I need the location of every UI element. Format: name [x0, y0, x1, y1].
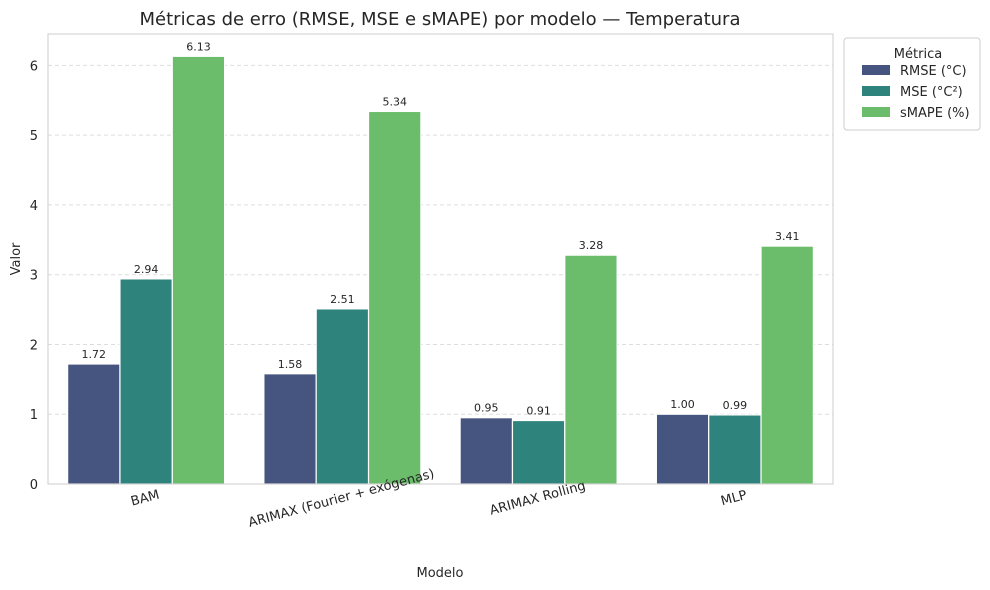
x-tick-label: ARIMAX Rolling — [488, 479, 587, 519]
bar-value-label: 3.41 — [775, 230, 800, 243]
bar — [511, 419, 566, 485]
bar — [367, 110, 422, 485]
legend-swatch — [862, 107, 890, 117]
bars — [67, 55, 814, 485]
y-axis-label: Valor — [9, 242, 24, 275]
bar-value-label: 1.00 — [670, 398, 695, 411]
bar — [171, 55, 226, 485]
bar-value-label: 0.91 — [526, 405, 551, 418]
legend-entry: sMAPE (%) — [900, 106, 970, 121]
chart-title: Métricas de erro (RMSE, MSE e sMAPE) por… — [140, 9, 741, 30]
y-tick-label: 5 — [30, 129, 38, 144]
legend-items: RMSE (°C) MSE (°C²) sMAPE (%) — [862, 64, 970, 121]
bar-value-label: 0.99 — [723, 399, 748, 412]
legend-entry: RMSE (°C) — [900, 64, 967, 79]
bar — [263, 373, 317, 485]
bar — [315, 308, 370, 485]
y-tick-label: 3 — [30, 269, 38, 284]
legend-entry: MSE (°C²) — [900, 85, 963, 100]
bar-value-label: 5.34 — [382, 95, 407, 108]
bar-value-label: 2.94 — [134, 263, 159, 276]
bar — [708, 414, 762, 485]
y-tick-label: 2 — [30, 338, 38, 353]
legend-swatch — [862, 65, 890, 75]
bar-labels: 1.72 2.94 6.13 1.58 2.51 5.34 0.95 0.91 3.28 1.00… — [82, 40, 800, 417]
legend-swatch — [862, 86, 890, 96]
y-tick-label: 4 — [30, 199, 38, 214]
bar — [119, 278, 173, 485]
x-tick-label: BAM — [129, 488, 161, 510]
bar-value-label: 0.95 — [474, 402, 499, 415]
bar — [459, 417, 514, 485]
x-axis-label: Modelo — [417, 566, 464, 581]
y-tick-label: 1 — [30, 408, 38, 423]
y-tick-label: 6 — [30, 59, 38, 74]
bar-value-label: 1.58 — [278, 358, 303, 371]
y-tick-label: 0 — [30, 478, 38, 493]
bar — [655, 413, 710, 485]
bar-value-label: 6.13 — [186, 40, 211, 53]
plot-frame — [47, 33, 834, 485]
y-ticks: 0 1 2 3 4 5 6 — [30, 59, 38, 493]
x-tick-label: MLP — [719, 488, 748, 509]
bar — [564, 254, 618, 485]
bar — [67, 363, 121, 485]
bar — [760, 245, 814, 485]
bar-value-label: 1.72 — [82, 348, 107, 361]
legend: Métrica RMSE (°C) MSE (°C²) sMAPE (%) — [843, 37, 981, 131]
legend-title: Métrica — [894, 47, 942, 62]
bar-value-label: 2.51 — [330, 293, 355, 306]
bar-value-label: 3.28 — [579, 239, 604, 252]
